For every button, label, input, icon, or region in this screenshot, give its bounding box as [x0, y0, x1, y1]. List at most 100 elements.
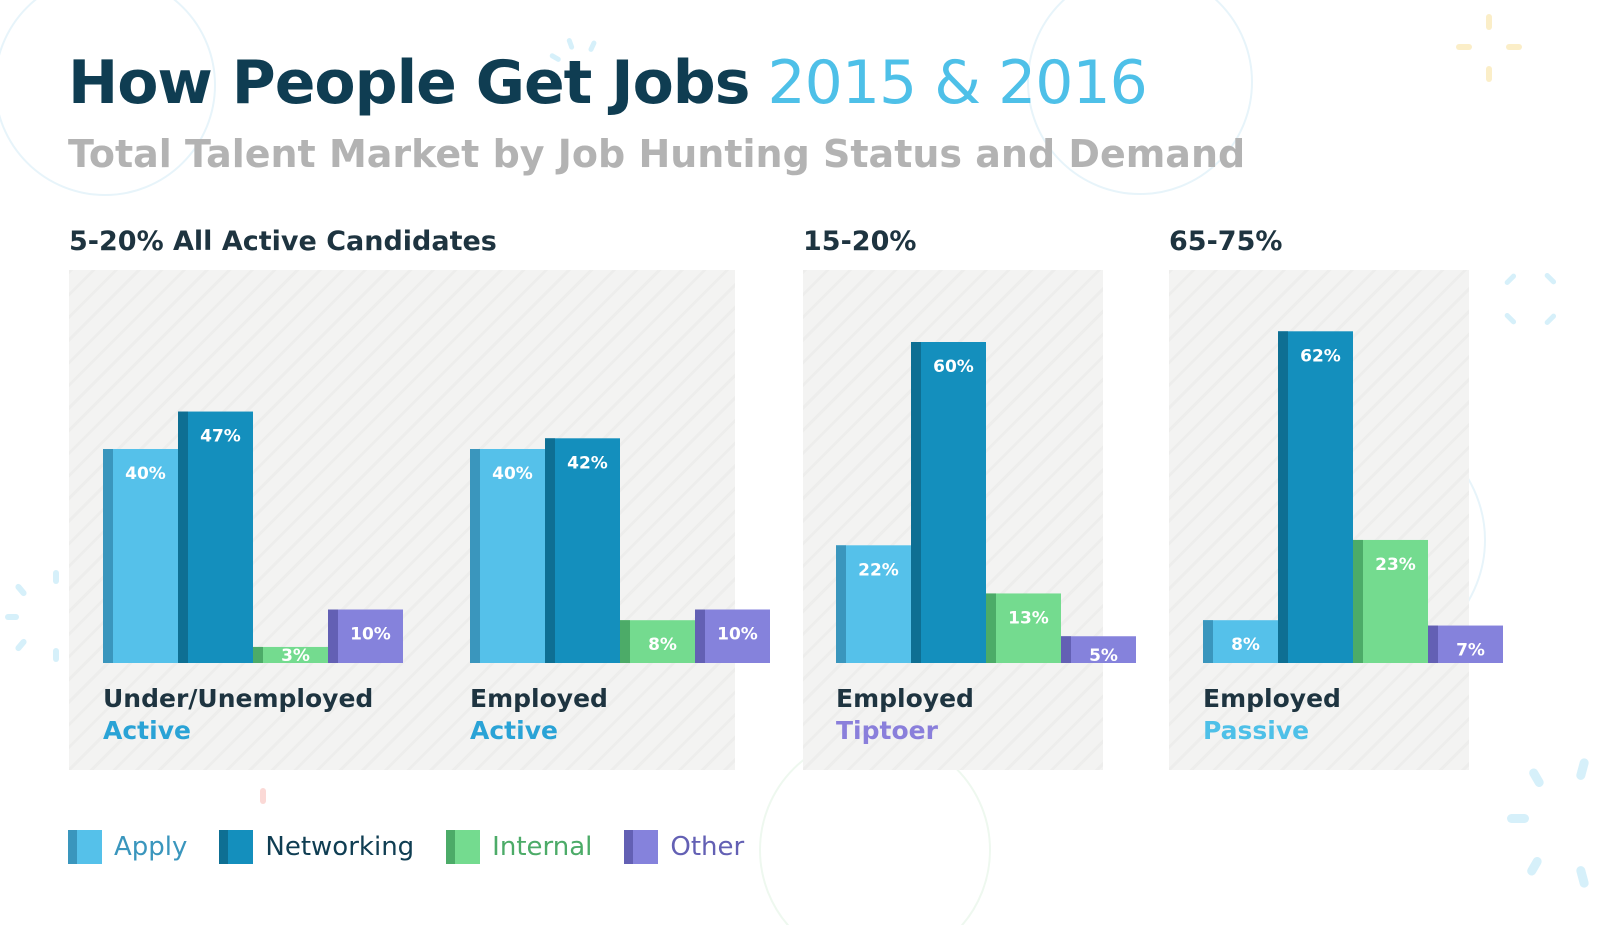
bar-internal-employed-passive: 23% — [1353, 539, 1428, 663]
data-label-apply-employed-tiptoer: 22% — [858, 560, 899, 580]
bar-apply-under-unemployed-active: 40% — [103, 449, 178, 663]
bar-face — [1278, 331, 1353, 663]
category-label-line2: Tiptoer — [836, 716, 938, 745]
decor-dash — [1544, 272, 1557, 285]
bar-other-employed-tiptoer: 5% — [1061, 636, 1136, 666]
bar-face — [253, 646, 328, 663]
category-label-line1: Employed — [470, 684, 608, 713]
decor-dash — [1507, 814, 1529, 823]
decor-dash — [5, 614, 19, 620]
legend-label-internal: Internal — [492, 832, 593, 862]
bar-face — [695, 609, 770, 663]
decor-dash — [549, 53, 561, 62]
data-label-networking-under-unemployed-active: 47% — [200, 427, 241, 447]
legend-swatch-internal — [446, 830, 481, 864]
bar-edge — [911, 342, 921, 663]
category-label-line1: Under/Unemployed — [103, 684, 374, 713]
decor-dash — [566, 38, 575, 50]
category-label-line2: Active — [103, 716, 191, 745]
legend-swatch-networking — [219, 830, 254, 864]
data-label-internal-employed-active: 8% — [648, 635, 677, 655]
decor-dash — [53, 570, 59, 584]
decor-dash — [1486, 66, 1492, 82]
data-label-other-employed-tiptoer: 5% — [1089, 646, 1118, 666]
bar-other-employed-passive: 7% — [1428, 625, 1503, 663]
data-label-networking-employed-tiptoer: 60% — [933, 357, 974, 377]
bar-internal-employed-active: 8% — [620, 620, 695, 663]
decor-dash — [1576, 866, 1589, 888]
decor-circle — [0, 0, 216, 196]
group-heading-passive: 65-75% — [1169, 226, 1283, 257]
category-label-line1: Employed — [836, 684, 974, 713]
bar-edge — [620, 620, 630, 663]
decor-dash — [1529, 768, 1544, 788]
title-accent: 2015 & 2016 — [767, 48, 1147, 118]
category-label-under-unemployed-active: Under/Unemployed Active — [103, 683, 373, 747]
data-label-internal-employed-passive: 23% — [1375, 555, 1416, 575]
category-label-employed-active: Employed Active — [470, 683, 608, 747]
decor-dash — [260, 788, 266, 804]
data-label-other-under-unemployed-active: 10% — [350, 625, 391, 645]
page-subtitle: Total Talent Market by Job Hunting Statu… — [68, 132, 1246, 176]
bar-networking-employed-active: 42% — [545, 438, 620, 663]
bar-face — [986, 593, 1061, 663]
bar-face — [470, 449, 545, 663]
legend-item-apply: Apply — [68, 830, 187, 864]
data-label-networking-employed-passive: 62% — [1300, 346, 1341, 366]
legend-swatch-apply — [68, 830, 102, 864]
legend-label-networking: Networking — [265, 832, 415, 862]
bar-face — [1203, 620, 1278, 663]
decor-dash — [588, 40, 597, 52]
bar-edge — [986, 593, 996, 663]
decor-dash — [1576, 758, 1589, 780]
legend-swatch-other — [624, 830, 659, 864]
legend-item-other: Other — [624, 830, 744, 864]
decor-circle — [1027, 0, 1253, 195]
bar-edge — [328, 609, 338, 663]
bar-edge — [178, 411, 188, 663]
decor-dash — [15, 583, 27, 597]
data-label-other-employed-active: 10% — [717, 625, 758, 645]
chart-legend: Apply Networking Internal Other — [68, 830, 776, 864]
decor-dash — [53, 648, 59, 662]
bar-apply-employed-active: 40% — [470, 449, 545, 663]
bar-edge — [103, 449, 113, 663]
category-label-employed-passive: Employed Passive — [1203, 683, 1341, 747]
category-label-line1: Employed — [1203, 684, 1341, 713]
page-title: How People Get Jobs 2015 & 2016 — [68, 48, 1148, 118]
bar-face — [545, 438, 620, 663]
decor-dash — [1504, 312, 1517, 325]
bar-edge — [1353, 539, 1363, 663]
bar-edge — [545, 438, 555, 663]
data-label-networking-employed-active: 42% — [567, 453, 608, 473]
bar-face — [103, 449, 178, 663]
bar-face — [911, 342, 986, 663]
bar-networking-employed-tiptoer: 60% — [911, 342, 986, 663]
panel-active-candidates — [69, 270, 735, 770]
bar-internal-under-unemployed-active: 3% — [253, 646, 328, 666]
bar-networking-employed-passive: 62% — [1278, 331, 1353, 663]
bar-face — [1061, 636, 1136, 663]
bar-face — [178, 411, 253, 663]
legend-label-other: Other — [670, 832, 745, 862]
bar-edge — [1428, 625, 1438, 663]
bar-other-under-unemployed-active: 10% — [328, 609, 403, 663]
category-label-line2: Active — [470, 716, 558, 745]
decor-dash — [15, 638, 27, 652]
data-label-internal-employed-tiptoer: 13% — [1008, 608, 1049, 628]
legend-item-internal: Internal — [446, 830, 592, 864]
category-label-employed-tiptoer: Employed Tiptoer — [836, 683, 974, 747]
data-label-apply-under-unemployed-active: 40% — [125, 464, 166, 484]
legend-item-networking: Networking — [219, 830, 414, 864]
category-label-line2: Passive — [1203, 716, 1310, 745]
bar-apply-employed-tiptoer: 22% — [836, 545, 911, 663]
decor-dash — [1544, 313, 1557, 326]
bar-face — [1428, 625, 1503, 663]
bar-edge — [1061, 636, 1071, 663]
group-heading-tiptoer: 15-20% — [803, 226, 917, 257]
decor-dash — [1456, 44, 1472, 50]
bar-edge — [836, 545, 846, 663]
title-main: How People Get Jobs — [68, 48, 750, 118]
